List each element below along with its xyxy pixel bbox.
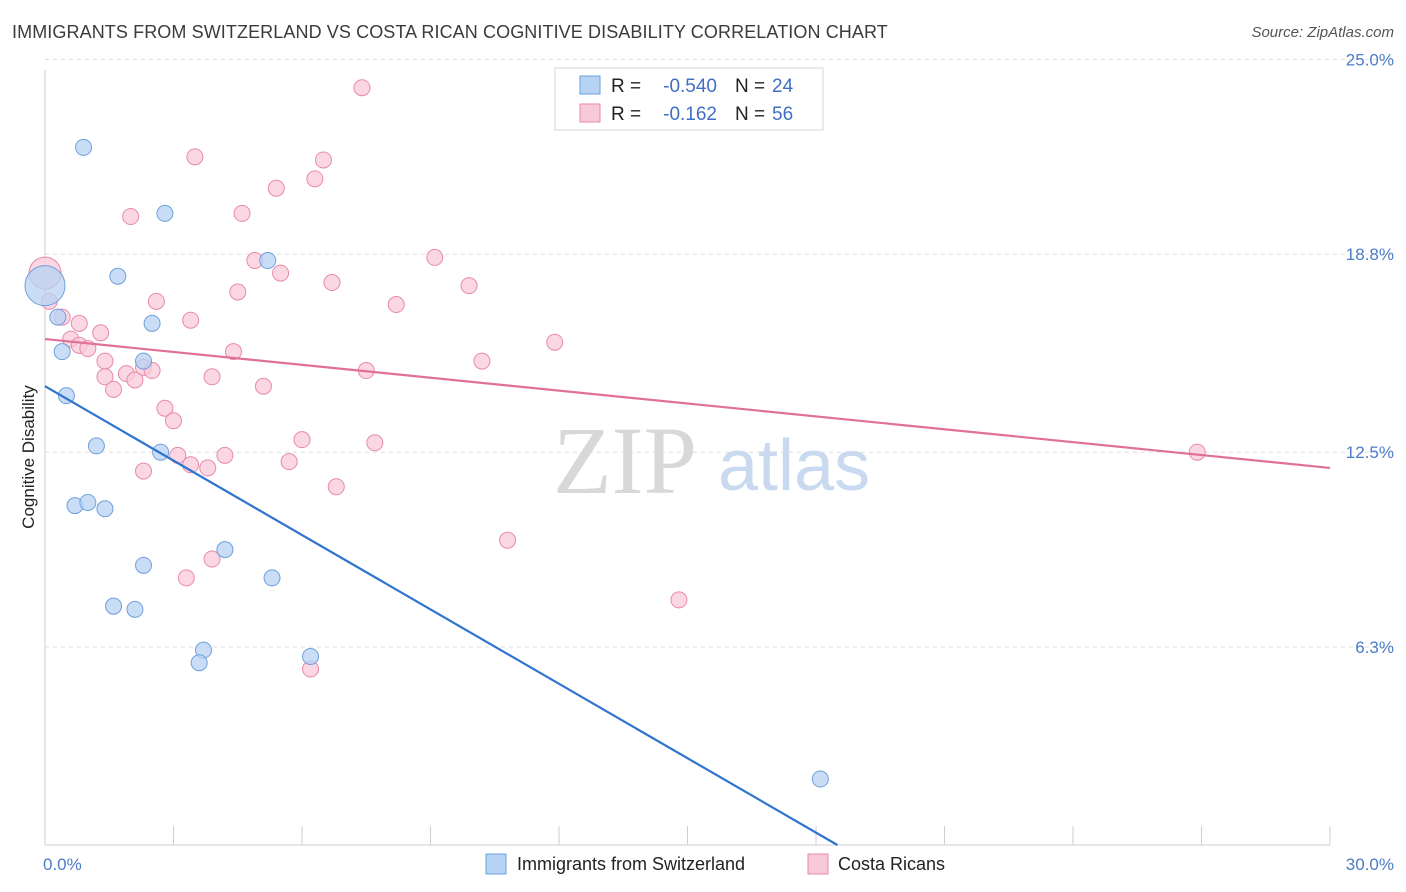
- costa-ricans-point-18[interactable]: [267, 179, 285, 197]
- y-tick-label-3: 25.0%: [1346, 50, 1394, 69]
- costa-ricans-point-12[interactable]: [126, 371, 144, 389]
- costa-ricans-point-8[interactable]: [96, 352, 114, 370]
- legend-r-value-1: -0.540: [663, 76, 717, 97]
- switzerland-point-8[interactable]: [135, 352, 153, 370]
- costa-ricans-point-19[interactable]: [306, 170, 324, 188]
- x-axis-ticks: [173, 826, 1331, 845]
- series-legend-swatch-switzerland[interactable]: [485, 853, 507, 875]
- switzerland-point-9[interactable]: [57, 387, 75, 405]
- costa-ricans-point-22[interactable]: [147, 292, 165, 310]
- legend-n-label-2: N =: [735, 104, 765, 125]
- watermark-atlas: atlas: [718, 426, 870, 506]
- costa-ricans-point-43[interactable]: [216, 446, 234, 464]
- costa-ricans-point-48[interactable]: [499, 531, 517, 549]
- switzerland-trend-line: [44, 385, 838, 846]
- costa-ricans-point-47[interactable]: [327, 478, 345, 496]
- costa-ricans-point-20[interactable]: [314, 151, 332, 169]
- costa-ricans-point-39[interactable]: [135, 462, 153, 480]
- costa-ricans-point-35[interactable]: [203, 368, 221, 386]
- gridlines: [45, 58, 1392, 648]
- switzerland-point-13[interactable]: [79, 493, 97, 511]
- costa-ricans-trend-line: [44, 337, 1331, 470]
- source-credit: Source: ZipAtlas.com: [1251, 24, 1394, 41]
- costa-ricans-point-45[interactable]: [293, 431, 311, 449]
- switzerland-point-18[interactable]: [105, 597, 123, 615]
- costa-ricans-point-15[interactable]: [122, 208, 140, 226]
- switzerland-point-15[interactable]: [216, 541, 234, 559]
- y-axis-label: Cognitive Disability: [19, 385, 38, 529]
- watermark: ZIP atlas: [553, 407, 870, 514]
- legend-r-value-2: -0.162: [663, 104, 717, 125]
- costa-ricans-point-44[interactable]: [280, 453, 298, 471]
- costa-ricans-points: [28, 79, 1206, 678]
- costa-ricans-point-49[interactable]: [177, 569, 195, 587]
- costa-ricans-point-36[interactable]: [254, 377, 272, 395]
- y-tick-label-0: 6.3%: [1355, 638, 1394, 657]
- switzerland-point-2[interactable]: [156, 204, 174, 222]
- switzerland-point-21[interactable]: [190, 654, 208, 672]
- switzerland-point-22[interactable]: [302, 647, 320, 665]
- costa-ricans-point-16[interactable]: [186, 148, 204, 166]
- costa-ricans-point-17[interactable]: [233, 204, 251, 222]
- costa-ricans-point-38[interactable]: [165, 412, 182, 430]
- costa-ricans-point-34[interactable]: [224, 343, 242, 361]
- switzerland-point-10[interactable]: [87, 437, 105, 455]
- costa-ricans-point-53[interactable]: [1188, 443, 1206, 461]
- stats-legend: R = -0.540 N = 24 R = -0.162 N = 56: [554, 67, 824, 131]
- switzerland-point-23[interactable]: [811, 770, 829, 788]
- costa-ricans-point-32[interactable]: [473, 352, 491, 370]
- switzerland-point-19[interactable]: [126, 600, 144, 618]
- switzerland-points: [24, 138, 829, 788]
- legend-n-label-1: N =: [735, 76, 765, 97]
- costa-ricans-point-7[interactable]: [92, 324, 110, 342]
- legend-n-value-1: 24: [772, 76, 794, 97]
- costa-ricans-point-24[interactable]: [229, 283, 247, 301]
- series-legend-label-switzerland[interactable]: Immigrants from Switzerland: [517, 854, 745, 874]
- watermark-zip: ZIP: [553, 407, 697, 514]
- switzerland-point-4[interactable]: [259, 252, 277, 270]
- switzerland-point-0[interactable]: [24, 265, 66, 307]
- costa-ricans-point-42[interactable]: [199, 459, 217, 477]
- costa-ricans-point-31[interactable]: [546, 333, 564, 351]
- costa-ricans-point-10[interactable]: [105, 380, 123, 398]
- costa-ricans-point-46[interactable]: [366, 434, 384, 452]
- chart-title: IMMIGRANTS FROM SWITZERLAND VS COSTA RIC…: [12, 22, 888, 42]
- x-tick-label-min: 0.0%: [43, 855, 82, 874]
- switzerland-point-1[interactable]: [75, 138, 93, 156]
- series-legend-label-costa-ricans[interactable]: Costa Ricans: [838, 854, 945, 874]
- costa-ricans-point-26[interactable]: [272, 264, 290, 282]
- costa-ricans-point-29[interactable]: [426, 248, 444, 266]
- legend-n-value-2: 56: [772, 104, 793, 125]
- costa-ricans-point-23[interactable]: [182, 311, 200, 329]
- y-tick-label-1: 12.5%: [1346, 443, 1394, 462]
- y-tick-label-2: 18.8%: [1346, 245, 1394, 264]
- costa-ricans-point-37[interactable]: [156, 399, 174, 417]
- costa-ricans-point-30[interactable]: [460, 277, 478, 295]
- costa-ricans-point-50[interactable]: [203, 550, 221, 568]
- trend-lines: [44, 337, 1331, 846]
- switzerland-point-3[interactable]: [109, 267, 127, 285]
- switzerland-point-17[interactable]: [263, 569, 281, 587]
- series-legend-swatch-costa-ricans[interactable]: [807, 853, 829, 875]
- legend-swatch-blue: [579, 75, 601, 95]
- legend-swatch-pink: [579, 103, 601, 123]
- switzerland-point-16[interactable]: [135, 556, 153, 574]
- y-tick-labels: 6.3% 12.5% 18.8% 25.0%: [1346, 50, 1394, 657]
- switzerland-point-6[interactable]: [143, 314, 161, 332]
- legend-r-label-1: R =: [611, 76, 641, 97]
- switzerland-point-5[interactable]: [49, 308, 67, 326]
- costa-ricans-point-9[interactable]: [96, 368, 114, 386]
- switzerland-point-7[interactable]: [53, 343, 71, 361]
- costa-ricans-point-4[interactable]: [70, 314, 88, 332]
- switzerland-point-14[interactable]: [96, 500, 114, 518]
- costa-ricans-point-51[interactable]: [670, 591, 688, 609]
- x-tick-label-max: 30.0%: [1346, 855, 1394, 874]
- series-legend: Immigrants from Switzerland Costa Ricans: [485, 853, 945, 875]
- costa-ricans-point-27[interactable]: [323, 274, 341, 292]
- costa-ricans-point-21[interactable]: [353, 79, 371, 97]
- costa-ricans-point-28[interactable]: [387, 296, 405, 314]
- legend-r-label-2: R =: [611, 104, 641, 125]
